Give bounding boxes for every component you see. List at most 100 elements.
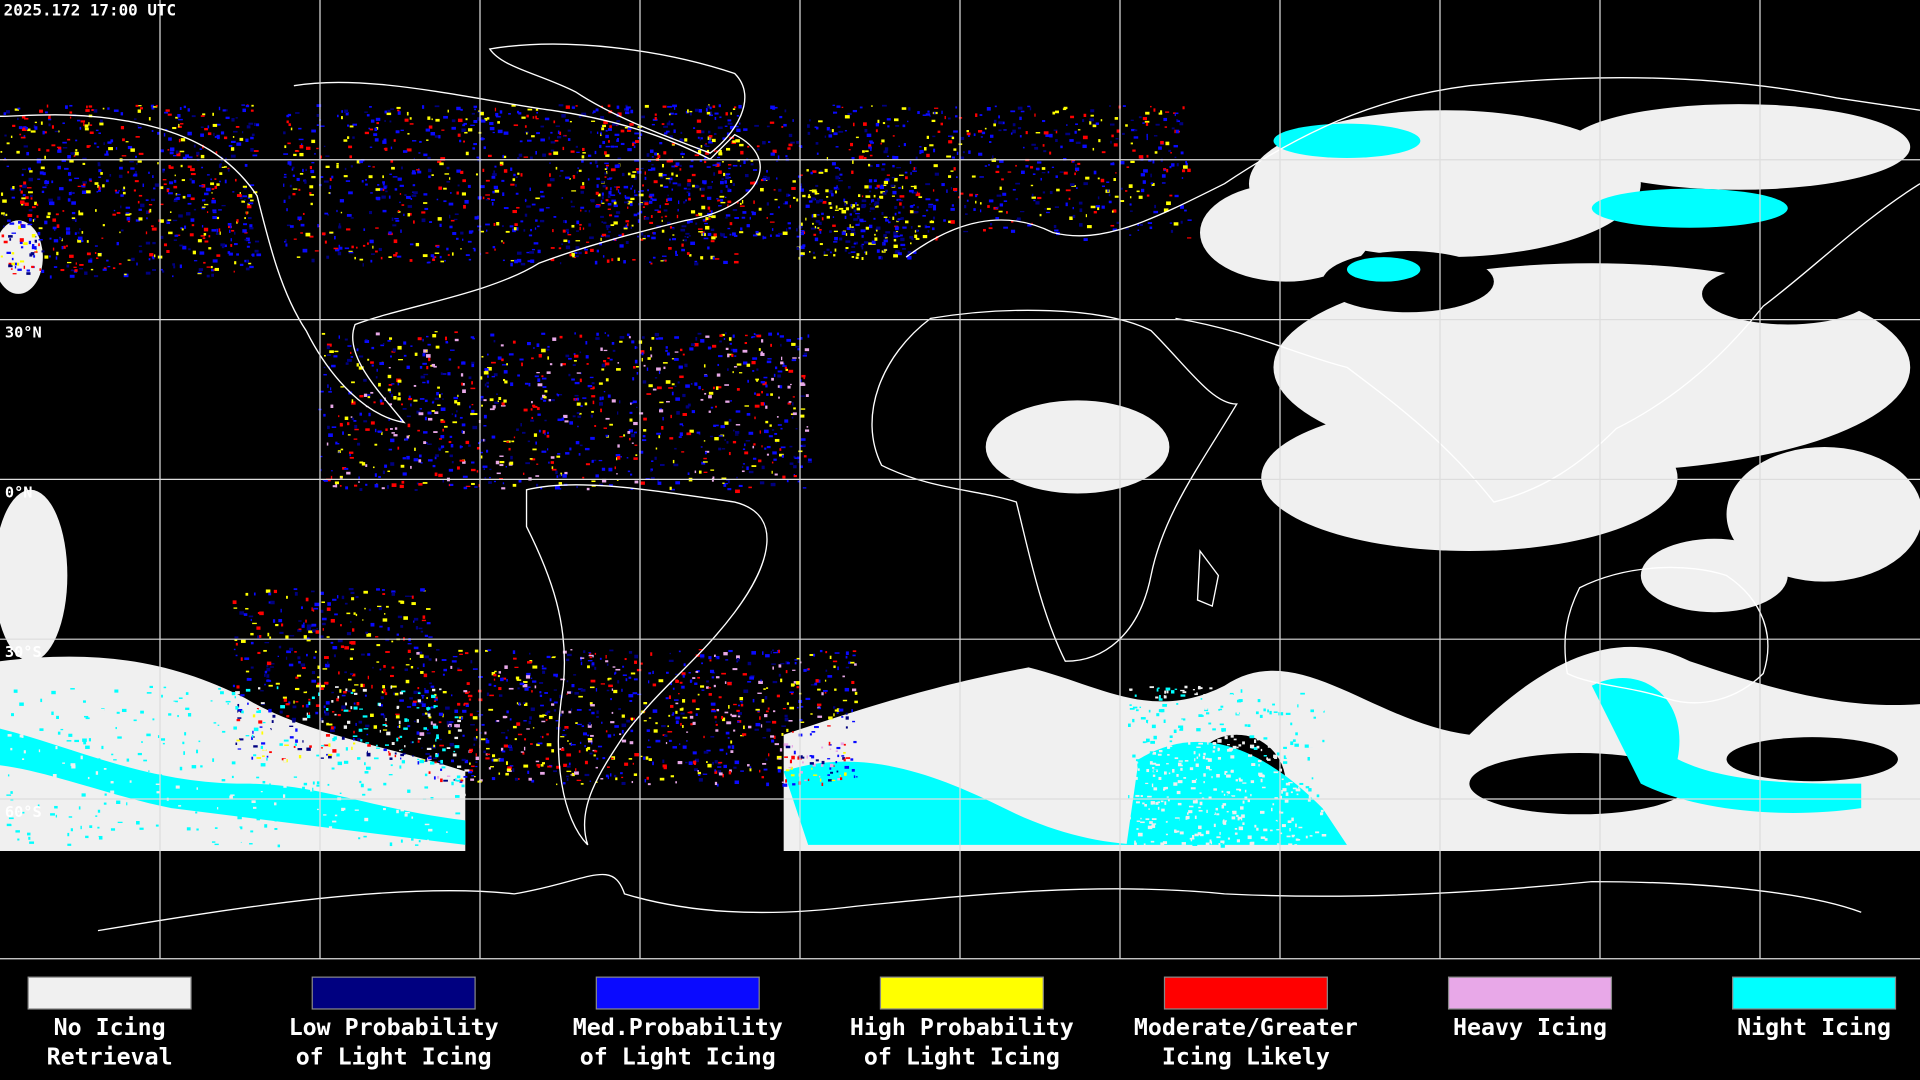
speckle <box>845 726 848 729</box>
speckle <box>725 174 729 178</box>
speckle <box>89 180 92 182</box>
speckle <box>605 417 610 420</box>
speckle <box>759 716 761 720</box>
speckle <box>787 402 791 405</box>
speckle <box>792 180 796 183</box>
speckle <box>230 154 236 158</box>
speckle <box>851 680 855 685</box>
speckle <box>847 186 851 189</box>
speckle <box>922 215 926 217</box>
speckle <box>868 163 871 167</box>
speckle <box>594 425 597 427</box>
speckle <box>767 358 772 360</box>
speckle <box>293 700 295 704</box>
speckle <box>678 365 683 369</box>
speckle <box>219 163 222 165</box>
speckle <box>948 117 951 120</box>
speckle <box>834 652 840 654</box>
speckle <box>719 116 722 119</box>
speckle <box>169 147 175 152</box>
speckle <box>400 753 404 757</box>
speckle <box>640 167 644 170</box>
speckle <box>135 136 140 138</box>
speckle <box>924 147 927 151</box>
speckle <box>749 768 752 772</box>
speckle <box>73 155 76 157</box>
speckle <box>792 412 797 416</box>
speckle <box>796 246 799 251</box>
speckle <box>374 473 377 477</box>
speckle <box>344 109 348 114</box>
speckle <box>570 150 575 153</box>
speckle <box>557 394 563 396</box>
speckle <box>461 128 466 132</box>
speckle <box>975 113 978 117</box>
speckle <box>813 213 817 218</box>
speckle <box>861 199 867 203</box>
speckle <box>721 477 727 480</box>
speckle <box>833 713 835 717</box>
speckle <box>1031 143 1036 146</box>
speckle <box>435 696 438 699</box>
speckle <box>688 761 693 765</box>
speckle <box>379 625 383 628</box>
speckle <box>6 251 11 254</box>
speckle <box>384 692 388 696</box>
speckle <box>62 210 65 212</box>
speckle <box>421 694 425 697</box>
speckle <box>1174 156 1177 159</box>
speckle <box>423 441 427 445</box>
speckle <box>42 130 45 135</box>
speckle <box>542 670 546 674</box>
speckle <box>955 176 958 179</box>
speckle <box>888 216 891 219</box>
speckle <box>381 431 383 436</box>
speckle <box>368 175 373 179</box>
speckle <box>654 332 659 337</box>
speckle <box>810 684 815 686</box>
speckle <box>323 180 329 183</box>
speckle <box>478 110 481 112</box>
speckle <box>528 777 532 781</box>
speckle <box>480 455 483 459</box>
speckle <box>341 736 345 740</box>
speckle <box>1130 119 1134 121</box>
speckle <box>509 747 513 751</box>
speckle <box>805 217 807 221</box>
speckle <box>642 336 645 339</box>
speckle <box>558 474 562 477</box>
speckle <box>94 252 97 254</box>
speckle <box>524 738 527 741</box>
speckle <box>551 468 557 471</box>
speckle <box>827 758 831 760</box>
speckle <box>614 133 620 136</box>
speckle <box>697 150 702 154</box>
speckle <box>591 459 597 462</box>
speckle <box>321 232 326 236</box>
speckle <box>732 371 734 374</box>
speckle <box>455 724 460 728</box>
speckle <box>120 126 125 130</box>
speckle <box>601 202 605 204</box>
speckle <box>350 356 354 358</box>
speckle <box>257 651 261 655</box>
speckle <box>468 698 472 701</box>
speckle <box>495 112 499 117</box>
speckle <box>700 654 705 658</box>
speckle <box>2 225 5 228</box>
speckle <box>582 182 585 186</box>
speckle <box>766 393 769 396</box>
speckle <box>309 185 314 189</box>
speckle <box>393 434 398 437</box>
speckle <box>786 479 789 483</box>
speckle <box>311 623 317 627</box>
speckle <box>421 703 426 707</box>
speckle <box>1126 166 1130 168</box>
speckle <box>350 165 353 168</box>
speckle <box>838 207 844 210</box>
speckle <box>678 693 680 695</box>
speckle <box>157 162 159 165</box>
speckle <box>1053 129 1058 131</box>
speckle <box>127 145 133 150</box>
speckle <box>448 441 452 444</box>
